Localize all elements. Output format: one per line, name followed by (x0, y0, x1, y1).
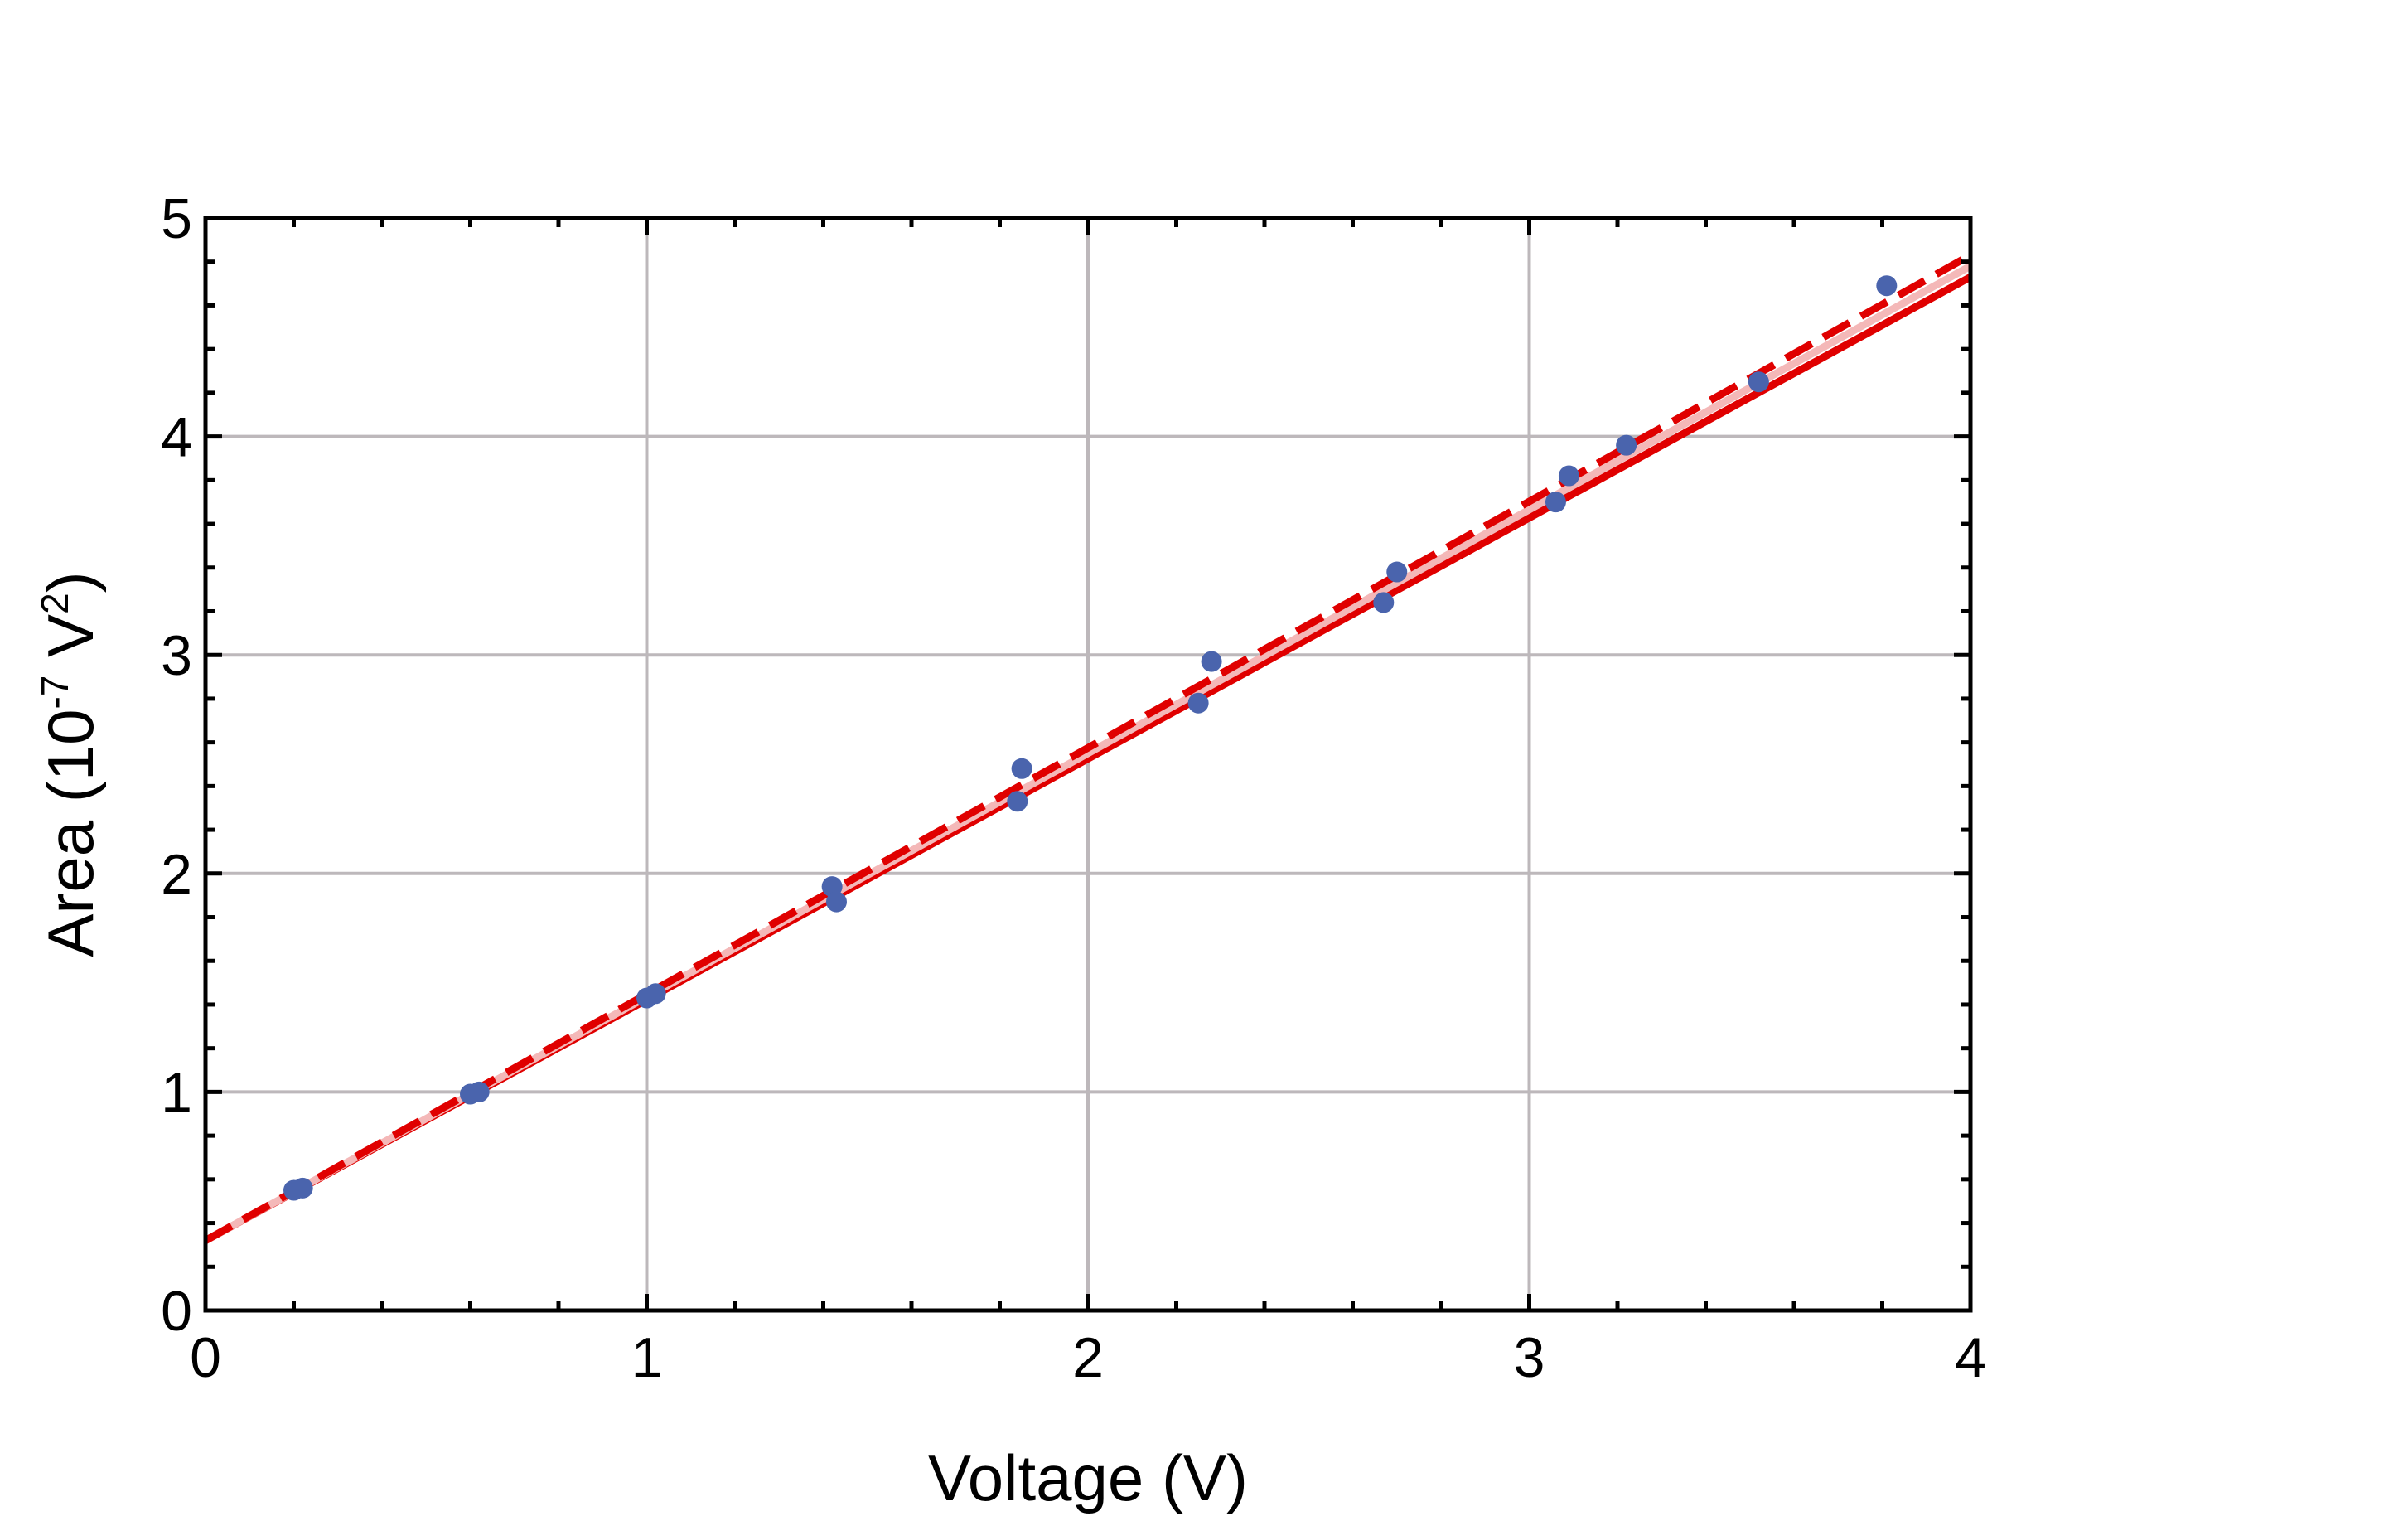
y-tick-label: 4 (161, 406, 192, 469)
y-axis-label-unit-exponent: 2 (33, 593, 76, 614)
y-tick-label: 2 (161, 843, 192, 906)
data-point (1386, 561, 1408, 583)
y-axis-label-close: ) (34, 571, 107, 593)
gridlines (206, 218, 1970, 1310)
y-tick-labels: 0 1 2 3 4 5 (161, 187, 192, 1343)
x-tick-label: 0 (190, 1326, 221, 1389)
data-point (1616, 434, 1637, 456)
y-tick-label: 3 (161, 624, 192, 687)
x-axis-label: Voltage (V) (928, 1441, 1248, 1514)
fit-line-light (206, 263, 1970, 1244)
y-axis-label-main: Area (10 (34, 710, 107, 957)
y-tick-label: 1 (161, 1061, 192, 1124)
x-tick-label: 2 (1072, 1326, 1104, 1389)
data-point (1011, 758, 1032, 779)
data-point (1007, 791, 1028, 812)
y-axis-label-exponent: -7 (33, 676, 76, 710)
data-point (1545, 492, 1566, 513)
data-points (283, 275, 1898, 1201)
y-axis-label: Area (10-7 V2) (33, 571, 107, 957)
x-tick-label: 1 (631, 1326, 663, 1389)
y-tick-label: 5 (161, 187, 192, 250)
data-point (1187, 692, 1209, 714)
data-point (1558, 465, 1579, 487)
fit-lines (206, 251, 1970, 1244)
data-point (645, 983, 666, 1005)
data-point (1373, 592, 1395, 613)
axis-ticks (203, 216, 1973, 1313)
data-point (1201, 651, 1222, 672)
y-tick-label: 0 (161, 1280, 192, 1343)
data-point (292, 1177, 313, 1199)
fit-line-dashed (206, 251, 1970, 1244)
data-point (825, 891, 847, 913)
x-tick-label: 3 (1514, 1326, 1545, 1389)
data-point (1748, 371, 1769, 393)
x-tick-label: 4 (1955, 1326, 1986, 1389)
data-point (1876, 275, 1898, 297)
x-tick-labels: 0 1 2 3 4 (190, 1326, 1986, 1389)
data-point (468, 1081, 490, 1102)
y-axis-label-unit: V (34, 614, 107, 676)
